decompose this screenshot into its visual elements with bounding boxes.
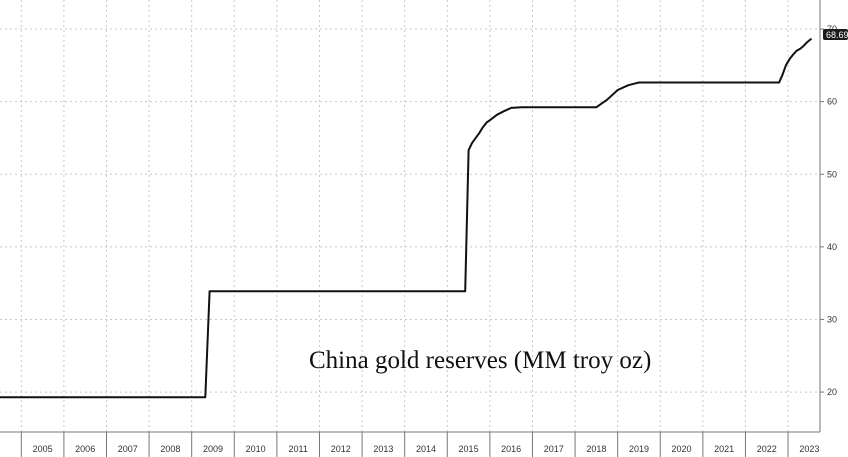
x-tick-label: 2006 (75, 444, 95, 454)
x-tick-label: 2007 (118, 444, 138, 454)
x-tick-label: 2022 (757, 444, 777, 454)
x-tick-labels: 2005 2006 2007 2008 2009 2010 2011 2012 2013 2014… (20, 432, 819, 457)
last-value-label: 68.69 (826, 30, 848, 40)
y-tick-labels: 203040506070 (820, 24, 837, 397)
x-tick-label: 2023 (799, 444, 819, 454)
y-tick-label: 60 (827, 97, 837, 107)
x-tick-label: 2009 (203, 444, 223, 454)
series-line (0, 37, 813, 399)
y-tick-label: 50 (827, 169, 837, 179)
axes (0, 0, 821, 433)
x-tick-label: 2016 (501, 444, 521, 454)
last-value-marker: 68.69 (823, 29, 848, 40)
gridlines (0, 0, 820, 432)
x-tick-label: 2017 (544, 444, 564, 454)
last-value-badge (823, 29, 848, 40)
x-tick-label: 2020 (672, 444, 692, 454)
x-tick-label: 2018 (586, 444, 606, 454)
x-tick-label: 2005 (33, 444, 53, 454)
x-tick-label: 2011 (289, 444, 308, 454)
x-tick-label: 2019 (629, 444, 649, 454)
x-tick-label: 2014 (416, 444, 436, 454)
y-tick-label: 20 (827, 387, 837, 397)
x-tick-label: 2012 (331, 444, 351, 454)
x-tick-label: 2008 (160, 444, 180, 454)
series (0, 37, 813, 399)
chart-title: China gold reserves (MM troy oz) (309, 347, 651, 374)
x-tick-label: 2010 (246, 444, 266, 454)
y-tick-label: 40 (827, 242, 837, 252)
y-tick-label: 30 (827, 314, 837, 324)
x-tick-label: 2021 (714, 444, 734, 454)
x-tick-label: 2015 (459, 444, 479, 454)
x-tick-label: 2013 (373, 444, 393, 454)
